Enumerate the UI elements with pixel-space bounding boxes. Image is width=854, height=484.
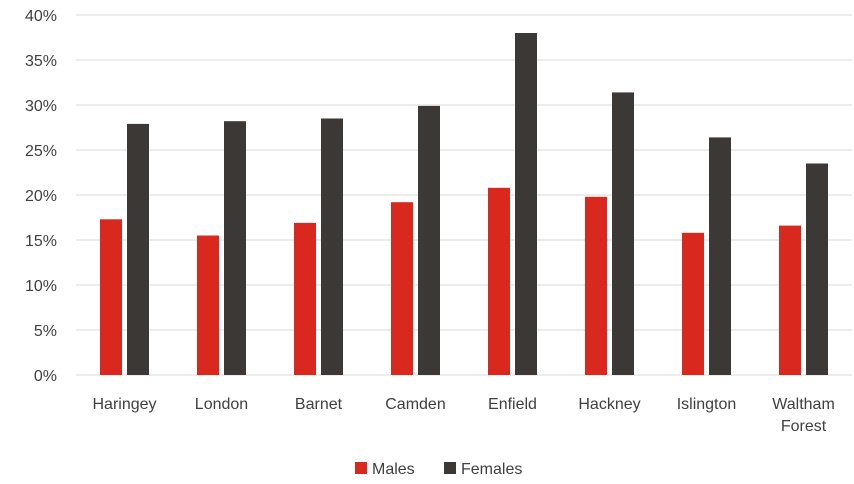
legend-label-females: Females [461, 461, 522, 478]
x-tick-label-line: London [195, 396, 248, 413]
legend-swatch-females [444, 462, 456, 474]
x-tick-label: Hackney [578, 396, 640, 413]
legend-swatch-males [355, 462, 367, 474]
gridlines [76, 14, 852, 376]
x-tick-label-line: Forest [781, 418, 827, 435]
y-tick-label: 5% [34, 323, 57, 340]
x-tick-label: Waltham Forest [772, 396, 835, 435]
x-tick-label-line: Camden [385, 396, 445, 413]
bar-males-islington [682, 232, 704, 375]
legend: Males Females [355, 461, 522, 478]
y-axis: 0% 5% 10% 15% 20% 25% 30% 35% 40% [25, 8, 57, 385]
bar-males-barnet [294, 222, 316, 375]
x-tick-label-line: Islington [677, 396, 737, 413]
x-tick-label: Haringey [92, 396, 156, 413]
bars [100, 33, 828, 376]
bar-males-hackney [585, 196, 607, 375]
x-tick-label: Camden [385, 396, 445, 413]
legend-label-males: Males [372, 461, 415, 478]
bar-males-london [197, 235, 219, 375]
bar-males-waltham-forest [779, 225, 801, 375]
y-tick-label: 10% [25, 278, 57, 295]
y-tick-label: 15% [25, 233, 57, 250]
y-tick-label: 30% [25, 98, 57, 115]
x-tick-label: Enfield [488, 396, 537, 413]
bar-males-camden [391, 202, 413, 375]
bar-females-hackney [612, 92, 634, 376]
bar-females-waltham-forest [806, 163, 828, 375]
bar-males-enfield [488, 187, 510, 375]
y-tick-label: 25% [25, 143, 57, 160]
x-tick-label: Barnet [295, 396, 343, 413]
x-tick-label-line: Barnet [295, 396, 343, 413]
x-axis: Haringey London Barnet Camden Enfield Hackney… [92, 396, 834, 435]
x-tick-label-line: Waltham [772, 396, 835, 413]
y-tick-label: 20% [25, 188, 57, 205]
bar-females-islington [709, 137, 731, 375]
y-tick-label: 0% [34, 368, 57, 385]
x-tick-label: Islington [677, 396, 737, 413]
y-tick-label: 40% [25, 8, 57, 25]
bar-females-barnet [321, 118, 343, 375]
bar-females-haringey [127, 123, 149, 376]
x-tick-label-line: Hackney [578, 396, 640, 413]
x-tick-label-line: Haringey [92, 396, 156, 413]
x-tick-label: London [195, 396, 248, 413]
bar-males-haringey [100, 219, 122, 375]
bar-females-enfield [515, 33, 537, 375]
y-tick-label: 35% [25, 53, 57, 70]
bar-females-london [224, 121, 246, 375]
bar-females-camden [418, 105, 440, 376]
x-tick-label-line: Enfield [488, 396, 537, 413]
